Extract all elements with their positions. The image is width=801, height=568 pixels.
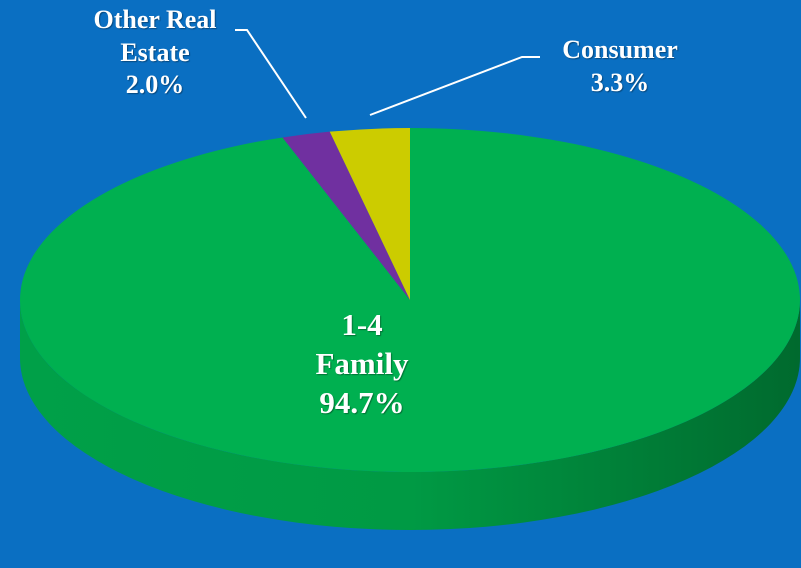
slice-name: 1-4 Family [315, 307, 409, 381]
slice-label: 1-4 Family 94.7% [262, 306, 462, 422]
slice-value: 94.7% [319, 384, 405, 420]
leader-line [235, 29, 307, 119]
pie-side [20, 300, 800, 530]
leader-line [369, 56, 540, 116]
slice-value: 3.3% [590, 67, 650, 97]
pie-slice [20, 128, 801, 472]
slice-label: Consumer 3.3% [520, 34, 720, 99]
pie-slice [329, 128, 410, 300]
pie-slice [282, 131, 410, 300]
slice-name: Consumer [562, 35, 678, 64]
slice-value: 2.0% [125, 70, 185, 99]
slice-name: Other Real Estate [93, 5, 217, 67]
slice-label: Other Real Estate 2.0% [60, 4, 250, 102]
